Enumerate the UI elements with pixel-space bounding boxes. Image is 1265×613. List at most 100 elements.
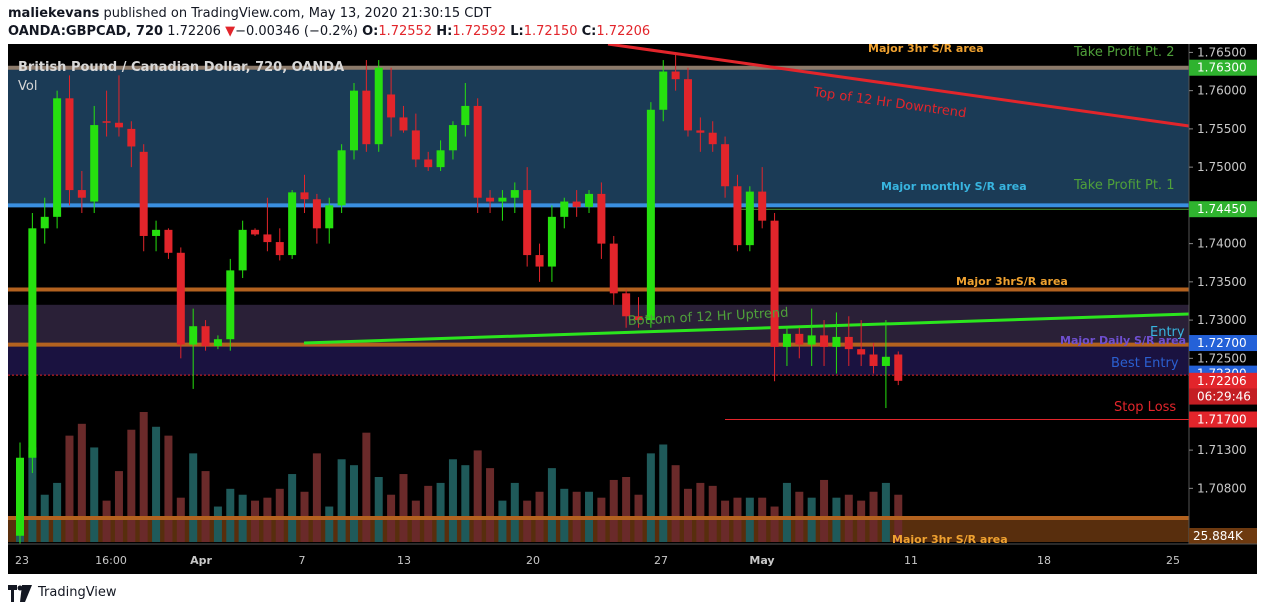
candle-body bbox=[560, 201, 569, 217]
candle-body bbox=[782, 333, 791, 347]
volume-bar bbox=[461, 465, 470, 542]
price-badge bbox=[1189, 59, 1257, 76]
candle-body bbox=[226, 270, 235, 340]
volume-bar bbox=[65, 435, 74, 542]
price-tick-label: 1.73500 bbox=[1197, 275, 1247, 289]
candle-body bbox=[238, 229, 247, 271]
candle-body bbox=[585, 193, 594, 207]
price-badge-label: 1.71700 bbox=[1197, 413, 1247, 427]
candle-body bbox=[770, 220, 779, 347]
volume-bar bbox=[560, 488, 569, 542]
price-badge-label: 1.72700 bbox=[1197, 336, 1247, 350]
volume-bar bbox=[411, 500, 420, 542]
volume-bar bbox=[275, 488, 284, 542]
candle-body bbox=[894, 354, 903, 381]
volume-bar bbox=[622, 477, 631, 542]
candle-body bbox=[659, 71, 668, 110]
price-badge bbox=[1189, 372, 1257, 389]
price-tick-label: 1.74000 bbox=[1197, 237, 1247, 251]
volume-bar bbox=[646, 453, 655, 542]
candle-body bbox=[461, 105, 470, 126]
time-tick-label: 11 bbox=[904, 554, 918, 567]
author-name[interactable]: maliekevans bbox=[8, 6, 100, 21]
candle-body bbox=[399, 117, 408, 131]
time-tick-label: May bbox=[749, 554, 774, 567]
candle-body bbox=[473, 105, 482, 198]
candle-body bbox=[201, 326, 210, 347]
annotation-label: Stop Loss bbox=[1114, 400, 1176, 415]
volume-bar bbox=[189, 453, 198, 542]
time-tick-label: Apr bbox=[190, 554, 212, 567]
open-label: O: bbox=[362, 24, 379, 39]
candle-body bbox=[189, 326, 198, 345]
high-label: H: bbox=[436, 24, 453, 39]
volume-bar bbox=[609, 479, 618, 542]
last-price: 1.72206 bbox=[167, 24, 221, 39]
volume-bar bbox=[782, 482, 791, 542]
price-badge bbox=[1189, 335, 1257, 352]
volume-bar bbox=[523, 500, 532, 542]
chart-area[interactable]: Major 3hr S/R area Take Profit Pt. 2 Top o… bbox=[8, 44, 1257, 574]
candle-body bbox=[387, 94, 396, 118]
price-tick-label: 1.73000 bbox=[1197, 313, 1247, 327]
sr-zone bbox=[8, 304, 1189, 344]
candle-body bbox=[411, 130, 420, 160]
volume-bar bbox=[337, 459, 346, 542]
price-axis[interactable]: 1.76500 1.76000 1.75500 1.75000 1.74000 1.735… bbox=[1188, 44, 1257, 574]
candle-body bbox=[597, 193, 606, 244]
symbol-name: OANDA:GBPCAD, 720 bbox=[8, 24, 164, 39]
close-value: 1.72206 bbox=[596, 24, 651, 39]
candle-body bbox=[300, 192, 309, 200]
candle-body bbox=[28, 228, 37, 458]
candle-body bbox=[424, 159, 433, 168]
time-tick-label: 20 bbox=[526, 554, 540, 567]
high-value: 1.72592 bbox=[452, 24, 507, 39]
volume-bar bbox=[226, 488, 235, 542]
price-badge-label: 1.74450 bbox=[1197, 202, 1247, 216]
close-label: C: bbox=[581, 24, 597, 39]
candle-body bbox=[572, 201, 581, 207]
candle-body bbox=[164, 229, 173, 253]
candle-body bbox=[634, 316, 643, 321]
volume-bar bbox=[696, 482, 705, 542]
chart-title: British Pound / Canadian Dollar, 720, OA… bbox=[18, 60, 344, 75]
candle-body bbox=[152, 229, 161, 236]
volume-bar bbox=[114, 471, 123, 542]
volume-bar bbox=[374, 477, 383, 542]
time-tick-label: 27 bbox=[654, 554, 668, 567]
footer: TradingView bbox=[0, 574, 1265, 613]
volume-bar bbox=[28, 447, 37, 542]
volume-bar bbox=[671, 465, 680, 542]
volume-badge-label: 25.884K bbox=[1193, 529, 1244, 543]
volume-bar bbox=[251, 500, 260, 542]
candle-body bbox=[275, 242, 284, 256]
candle-body bbox=[53, 98, 62, 217]
time-tick-label: 23 bbox=[15, 554, 29, 567]
candle-body bbox=[510, 190, 519, 198]
candle-body bbox=[251, 229, 260, 235]
candle-body bbox=[795, 333, 804, 345]
time-tick-label: 18 bbox=[1037, 554, 1051, 567]
price-change: −0.00346 (−0.2%) bbox=[235, 24, 358, 39]
tradingview-logo-icon[interactable] bbox=[8, 585, 32, 602]
price-axis-bg bbox=[1189, 44, 1257, 544]
volume-bar bbox=[448, 459, 457, 542]
volume-bar bbox=[857, 500, 866, 542]
time-axis[interactable]: 23 16:00 Apr 7 13 20 27 May 11 18 25 bbox=[8, 543, 1257, 574]
tradingview-brand[interactable]: TradingView bbox=[38, 585, 117, 600]
candle-body bbox=[486, 197, 495, 202]
volume-bar bbox=[213, 506, 222, 542]
volume-bar bbox=[288, 474, 297, 542]
volume-bar bbox=[201, 471, 210, 542]
volume-bar bbox=[820, 479, 829, 542]
publish-line: maliekevans published on TradingView.com… bbox=[8, 6, 491, 21]
volume-bar bbox=[770, 506, 779, 542]
price-badge bbox=[1189, 411, 1257, 428]
candle-body bbox=[349, 90, 358, 151]
volume-label: Vol bbox=[18, 79, 37, 94]
downtrend-line bbox=[607, 44, 1190, 128]
volume-badge bbox=[1189, 528, 1257, 544]
price-badge-label: 1.76300 bbox=[1197, 61, 1247, 75]
candle-body bbox=[16, 457, 24, 536]
